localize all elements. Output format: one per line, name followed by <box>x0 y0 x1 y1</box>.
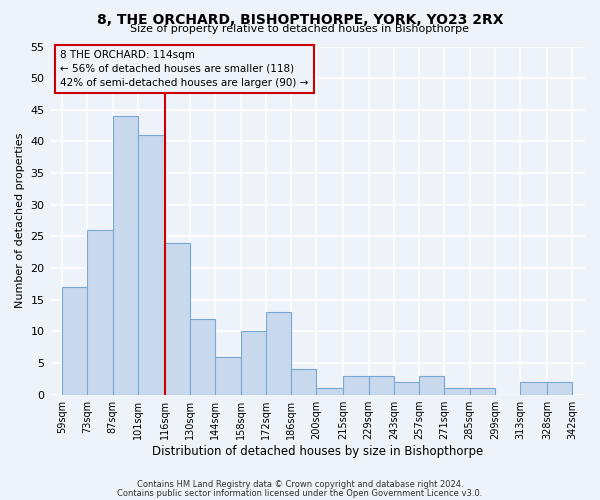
X-axis label: Distribution of detached houses by size in Bishopthorpe: Distribution of detached houses by size … <box>152 444 483 458</box>
Bar <box>547 382 572 394</box>
Bar <box>419 376 445 394</box>
Bar <box>113 116 138 394</box>
Text: 8 THE ORCHARD: 114sqm
← 56% of detached houses are smaller (118)
42% of semi-det: 8 THE ORCHARD: 114sqm ← 56% of detached … <box>60 50 308 88</box>
Bar <box>190 318 215 394</box>
Text: Contains HM Land Registry data © Crown copyright and database right 2024.: Contains HM Land Registry data © Crown c… <box>137 480 463 489</box>
Bar <box>165 242 190 394</box>
Text: 8, THE ORCHARD, BISHOPTHORPE, YORK, YO23 2RX: 8, THE ORCHARD, BISHOPTHORPE, YORK, YO23… <box>97 12 503 26</box>
Bar <box>445 388 470 394</box>
Bar <box>394 382 419 394</box>
Bar <box>343 376 368 394</box>
Bar <box>241 332 266 394</box>
Bar <box>62 287 88 395</box>
Bar <box>368 376 394 394</box>
Bar <box>266 312 291 394</box>
Bar <box>470 388 495 394</box>
Y-axis label: Number of detached properties: Number of detached properties <box>15 133 25 308</box>
Bar <box>138 135 165 394</box>
Bar <box>88 230 113 394</box>
Text: Size of property relative to detached houses in Bishopthorpe: Size of property relative to detached ho… <box>131 24 470 34</box>
Bar <box>316 388 343 394</box>
Text: Contains public sector information licensed under the Open Government Licence v3: Contains public sector information licen… <box>118 488 482 498</box>
Bar <box>520 382 547 394</box>
Bar <box>215 356 241 395</box>
Bar <box>291 370 316 394</box>
